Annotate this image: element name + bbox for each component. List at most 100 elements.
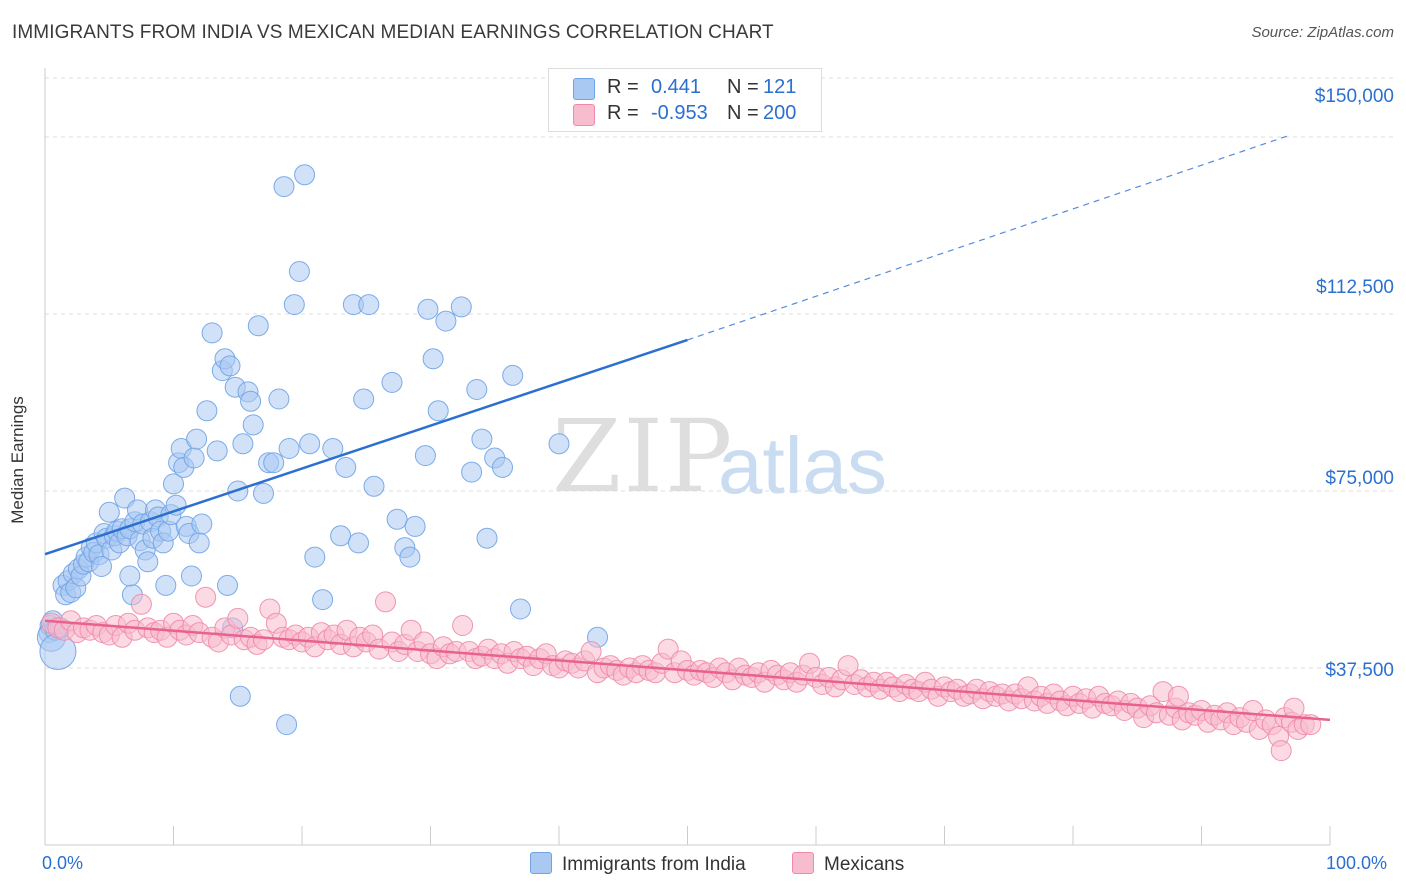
- india-point: [435, 310, 457, 332]
- india-point: [283, 294, 305, 316]
- india-point: [461, 461, 483, 483]
- india-point: [548, 433, 570, 455]
- india-point: [404, 515, 426, 537]
- r-value: 0.441: [651, 76, 702, 98]
- mexicans-point: [195, 586, 217, 608]
- india-point: [330, 525, 352, 547]
- india-point: [422, 348, 444, 370]
- india-point: [450, 296, 472, 318]
- india-point: [98, 501, 120, 523]
- watermark-atlas: atlas: [718, 421, 887, 510]
- legend-item-india[interactable]: Immigrants from India: [530, 852, 746, 876]
- x-tick-label-start: 0.0%: [42, 853, 84, 873]
- india-point: [335, 456, 357, 478]
- mexicans-point: [1270, 740, 1292, 762]
- india-point: [253, 482, 274, 504]
- india-point: [196, 400, 218, 422]
- india-point: [466, 379, 488, 400]
- india-point: [278, 438, 300, 459]
- mexicans-point: [375, 591, 396, 613]
- india-point: [417, 298, 439, 320]
- watermark-zip: ZIP: [552, 398, 735, 515]
- india-point: [288, 261, 310, 282]
- india-point: [188, 532, 210, 554]
- mexicans-swatch: [573, 104, 595, 126]
- india-trend-extension: [687, 134, 1292, 341]
- india-point: [276, 714, 298, 736]
- india-point: [119, 565, 141, 587]
- y-tick-label: $75,000: [1325, 468, 1394, 489]
- mexicans-point: [1167, 685, 1189, 707]
- legend-item-mexicans[interactable]: Mexicans: [792, 852, 904, 876]
- mexicans-point: [452, 615, 474, 636]
- india-point: [137, 551, 159, 573]
- r-value: -0.953: [651, 102, 708, 124]
- mexicans-point: [580, 641, 602, 662]
- n-label: N =: [727, 102, 759, 124]
- india-point: [427, 400, 449, 422]
- india-point: [229, 685, 251, 707]
- india-swatch: [573, 78, 595, 100]
- n-value: 121: [763, 76, 797, 98]
- stats-legend: R = 0.441 N = 121 R = -0.953 N = 200: [548, 68, 822, 132]
- n-label: N =: [727, 76, 759, 98]
- india-point: [358, 294, 380, 316]
- mexicans-point: [253, 629, 274, 651]
- source-label: Source: ZipAtlas.com: [1251, 24, 1394, 41]
- india-point: [381, 371, 403, 393]
- india-point: [363, 475, 385, 497]
- india-point: [163, 473, 184, 495]
- india-point: [299, 433, 321, 455]
- chart-title: IMMIGRANTS FROM INDIA VS MEXICAN MEDIAN …: [12, 22, 774, 43]
- india-point: [181, 565, 202, 587]
- mexicans-point: [227, 607, 249, 629]
- india-point: [304, 546, 326, 568]
- india-legend-swatch: [530, 852, 552, 874]
- legend-label-india: Immigrants from India: [562, 854, 746, 875]
- india-point: [263, 452, 285, 474]
- india-point: [219, 355, 241, 377]
- india-point: [399, 546, 421, 568]
- india-point: [191, 513, 213, 535]
- india-trend-line: [44, 338, 688, 556]
- y-tick-label: $150,000: [1314, 86, 1394, 107]
- india-point: [492, 456, 513, 478]
- india-point: [502, 364, 524, 386]
- india-point: [268, 388, 290, 410]
- mexicans-point: [837, 655, 859, 677]
- india-point: [183, 447, 205, 469]
- y-tick-label: $37,500: [1325, 660, 1394, 681]
- india-point: [353, 388, 375, 410]
- india-point: [476, 527, 498, 549]
- india-point: [312, 589, 334, 611]
- mexicans-point: [130, 593, 152, 615]
- india-point: [348, 532, 369, 554]
- india-point: [240, 390, 262, 412]
- mexicans-legend-swatch: [792, 852, 814, 874]
- mexicans-point: [1283, 697, 1305, 719]
- india-point: [414, 445, 436, 467]
- india-point: [471, 428, 493, 450]
- legend-label-mexicans: Mexicans: [824, 854, 905, 875]
- x-tick-label-end: 100.0%: [1326, 853, 1388, 873]
- y-tick-label: $112,500: [1316, 277, 1394, 298]
- india-point: [242, 414, 264, 436]
- y-axis-label: Median Earnings: [8, 396, 27, 524]
- india-point: [91, 556, 112, 577]
- r-label: R =: [607, 76, 639, 98]
- india-point: [273, 176, 295, 198]
- india-point: [155, 574, 177, 596]
- india-point: [294, 164, 316, 186]
- india-point: [201, 322, 223, 344]
- india-point: [165, 494, 187, 516]
- india-point: [217, 574, 238, 596]
- india-point: [510, 598, 531, 620]
- mexicans-trend-line: [44, 619, 1331, 722]
- india-point: [186, 428, 208, 450]
- n-value: 200: [763, 102, 797, 124]
- r-label: R =: [607, 102, 639, 124]
- india-point: [206, 440, 228, 462]
- india-point: [386, 508, 408, 530]
- india-point: [247, 315, 269, 337]
